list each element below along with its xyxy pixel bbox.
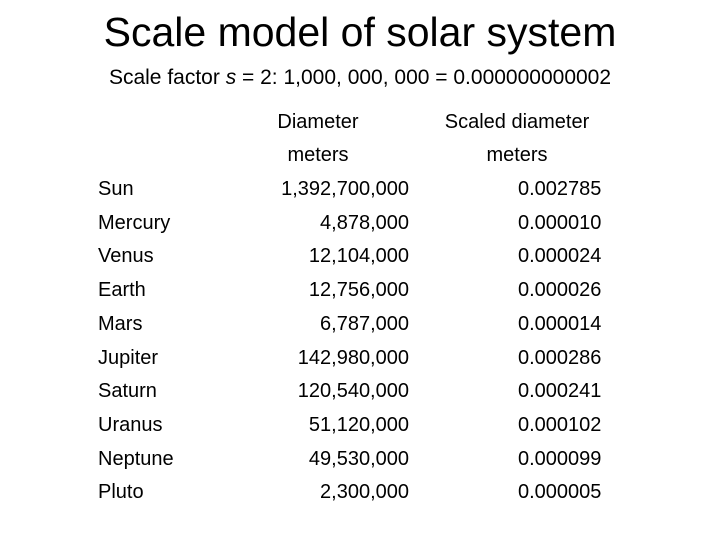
subtitle-rest: = 2: 1,000, 000, 000 = 0.000000000002: [242, 66, 612, 89]
scaled-diameter: 0.000010: [518, 211, 602, 234]
column-header: meters: [287, 144, 349, 166]
diameter: 51,120,000: [308, 413, 409, 436]
diameter: 120,540,000: [297, 380, 409, 403]
diameter: 12,756,000: [308, 279, 409, 302]
planet-name: Mars: [98, 312, 143, 335]
scaled-diameter: 0.000102: [518, 413, 602, 436]
diameter: 142,980,000: [297, 346, 409, 369]
planet-name: Jupiter: [98, 346, 159, 369]
column-header: Scaled diameter: [444, 111, 590, 133]
column-header: Diameter: [277, 111, 359, 133]
scaled-diameter: 0.000024: [518, 245, 602, 268]
scaled-diameter: 0.000099: [518, 447, 602, 470]
subtitle-prefix: Scale factor: [108, 66, 220, 89]
diameter: 2,300,000: [320, 481, 409, 504]
scaled-diameter: 0.000005: [518, 481, 602, 504]
column-header: meters: [486, 144, 548, 166]
planet-name: Saturn: [98, 380, 157, 403]
scaled-diameter: 0.000026: [518, 279, 602, 302]
planet-name: Mercury: [98, 211, 171, 234]
planet-name: Uranus: [98, 413, 163, 436]
diameter: 12,104,000: [308, 245, 409, 268]
diameter: 1,392,700,000: [281, 178, 409, 200]
planet-name: Neptune: [98, 447, 174, 470]
planet-name: Venus: [98, 245, 154, 268]
planet-name: Pluto: [98, 481, 144, 504]
title: Scale model of solar system: [103, 9, 617, 55]
diameter: 6,787,000: [320, 312, 409, 335]
scaled-diameter: 0.000286: [518, 346, 602, 369]
planet-name: Earth: [98, 279, 146, 302]
scaled-diameter: 0.000241: [518, 380, 602, 403]
diameter: 49,530,000: [308, 447, 409, 470]
planet-name: Sun: [98, 178, 134, 200]
scaled-diameter: 0.002785: [518, 178, 602, 200]
subtitle-variable: s: [225, 66, 237, 89]
subtitle: Scale factor s = 2: 1,000, 000, 000 = 0.…: [0, 67, 720, 88]
scaled-diameter: 0.000014: [518, 312, 602, 335]
diameter: 4,878,000: [320, 211, 409, 234]
